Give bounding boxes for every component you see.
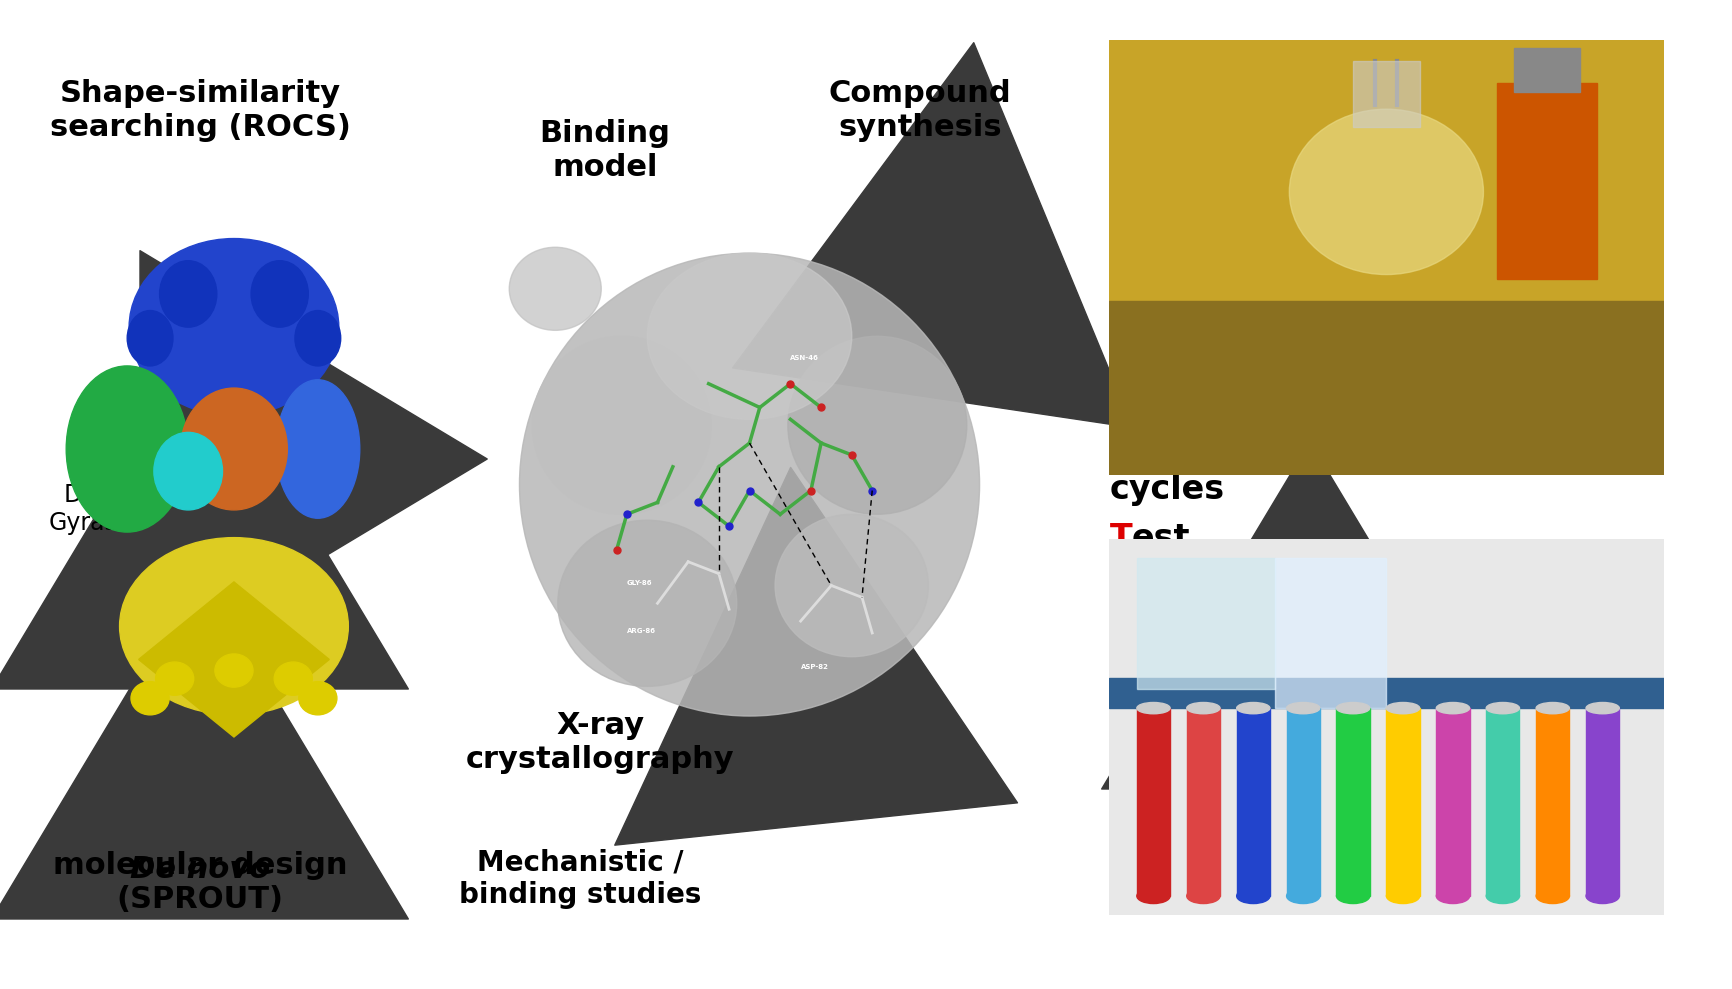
Ellipse shape <box>509 247 601 330</box>
Text: ASN-46: ASN-46 <box>790 355 819 361</box>
Text: Shape-similarity
searching (ROCS): Shape-similarity searching (ROCS) <box>50 79 350 141</box>
Ellipse shape <box>159 261 216 327</box>
Text: D: D <box>1110 622 1138 656</box>
Ellipse shape <box>1535 888 1569 904</box>
Ellipse shape <box>1285 888 1320 904</box>
Text: cycles: cycles <box>1110 473 1225 505</box>
Ellipse shape <box>120 538 348 715</box>
Ellipse shape <box>251 261 308 327</box>
Text: DNA
Gyrase: DNA Gyrase <box>48 483 132 535</box>
Ellipse shape <box>774 514 928 657</box>
Ellipse shape <box>126 311 173 366</box>
Bar <box>1514 48 1580 92</box>
Ellipse shape <box>1535 702 1569 714</box>
Text: Binding
model: Binding model <box>539 119 670 182</box>
Ellipse shape <box>1486 702 1519 714</box>
Ellipse shape <box>1335 702 1368 714</box>
Ellipse shape <box>1386 888 1419 904</box>
Bar <box>1436 708 1469 896</box>
Ellipse shape <box>156 662 194 695</box>
Ellipse shape <box>1585 888 1618 904</box>
Ellipse shape <box>180 388 288 510</box>
Text: Cellular
screens: Cellular screens <box>1498 849 1619 909</box>
Ellipse shape <box>1436 702 1469 714</box>
Text: Enzyme
assays: Enzyme assays <box>1119 849 1240 909</box>
Ellipse shape <box>298 681 336 715</box>
Ellipse shape <box>274 662 312 695</box>
Ellipse shape <box>646 253 850 419</box>
Bar <box>1136 558 1275 689</box>
Ellipse shape <box>1335 888 1368 904</box>
Ellipse shape <box>558 520 736 686</box>
Bar <box>1535 708 1569 896</box>
Ellipse shape <box>532 336 710 514</box>
Ellipse shape <box>1285 702 1320 714</box>
Bar <box>1285 708 1320 896</box>
Text: Compound
synthesis: Compound synthesis <box>828 79 1011 141</box>
Bar <box>1108 301 1663 475</box>
Bar <box>1585 708 1618 896</box>
Ellipse shape <box>1237 888 1270 904</box>
Ellipse shape <box>1136 702 1169 714</box>
Ellipse shape <box>1237 702 1270 714</box>
Ellipse shape <box>1289 109 1483 275</box>
Text: X-ray
crystallography: X-ray crystallography <box>466 711 734 774</box>
Bar <box>1237 708 1270 896</box>
Ellipse shape <box>128 238 338 415</box>
Ellipse shape <box>294 311 341 366</box>
Ellipse shape <box>520 253 979 716</box>
Text: ARG-86: ARG-86 <box>627 628 655 634</box>
Ellipse shape <box>1386 702 1419 714</box>
Bar <box>1108 678 1663 708</box>
Ellipse shape <box>275 380 360 518</box>
Text: M: M <box>1110 573 1143 605</box>
Text: esign: esign <box>1131 622 1233 656</box>
Text: De novo: De novo <box>130 855 270 884</box>
Ellipse shape <box>1136 888 1169 904</box>
Text: Mechanistic /
binding studies: Mechanistic / binding studies <box>459 849 701 909</box>
Bar <box>1496 83 1597 279</box>
Ellipse shape <box>788 336 966 514</box>
Text: T: T <box>1110 522 1133 556</box>
Text: molecular design
(SPROUT): molecular design (SPROUT) <box>52 852 346 914</box>
Bar <box>1335 708 1368 896</box>
Text: GLY-86: GLY-86 <box>627 581 651 586</box>
Bar <box>1136 708 1169 896</box>
Text: ASP-82: ASP-82 <box>800 664 828 670</box>
Text: est: est <box>1131 522 1190 556</box>
Ellipse shape <box>66 366 189 532</box>
Polygon shape <box>139 582 329 737</box>
Bar <box>1275 558 1386 708</box>
Text: ake: ake <box>1131 573 1199 605</box>
Ellipse shape <box>1186 702 1219 714</box>
Ellipse shape <box>1486 888 1519 904</box>
Ellipse shape <box>132 681 170 715</box>
Ellipse shape <box>1186 888 1219 904</box>
Ellipse shape <box>154 432 222 510</box>
Bar <box>1386 708 1419 896</box>
Bar <box>1353 61 1419 127</box>
Ellipse shape <box>215 654 253 687</box>
Ellipse shape <box>1436 888 1469 904</box>
Bar <box>1486 708 1519 896</box>
Ellipse shape <box>1585 702 1618 714</box>
Bar <box>1186 708 1219 896</box>
